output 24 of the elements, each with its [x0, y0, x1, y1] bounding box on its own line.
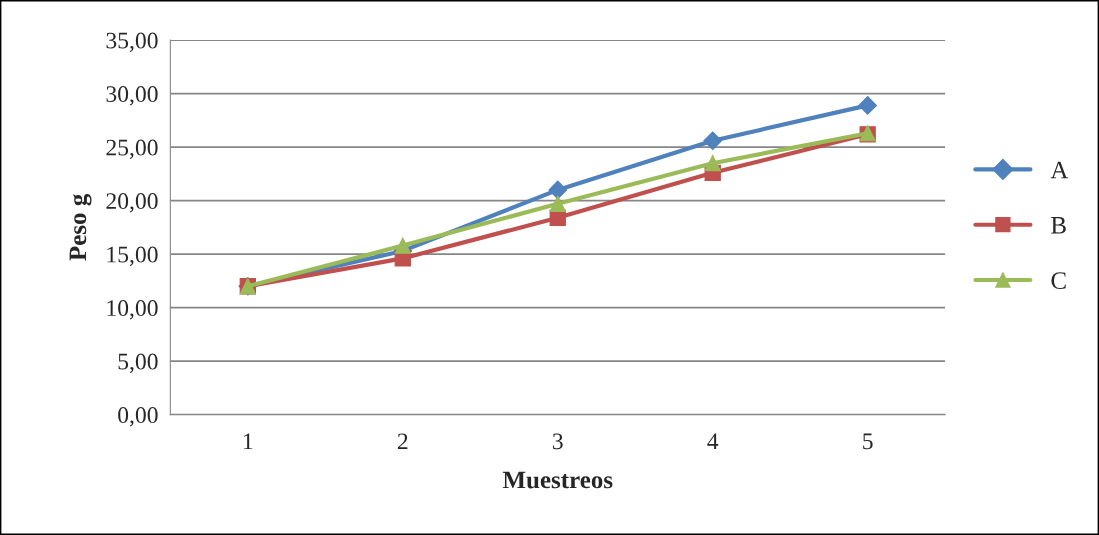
- y-tick-label: 30,00: [106, 86, 158, 106]
- y-tick-label: 25,00: [106, 139, 158, 159]
- legend-label: C: [1051, 272, 1066, 290]
- point: [704, 155, 721, 172]
- x-tick-label: 5: [863, 433, 873, 450]
- y-tick-label: 15,00: [107, 246, 158, 266]
- y-tick-label: 20,00: [106, 193, 158, 213]
- x-tick-label: 2: [397, 433, 408, 450]
- legend-label: A: [1050, 161, 1069, 179]
- x-tick-label: 4: [707, 433, 719, 450]
- x-tick-label: 3: [552, 433, 563, 450]
- y-axis-title: Peso g: [69, 193, 92, 261]
- point: [858, 96, 878, 115]
- legend-label: B: [1051, 217, 1066, 234]
- y-tick-label: 5,00: [118, 353, 158, 373]
- x-axis-title: Muestreos: [502, 471, 613, 489]
- point: [394, 237, 411, 254]
- y-tick-label: 35,00: [106, 32, 158, 52]
- y-tick-label: 0,00: [118, 407, 158, 427]
- point: [548, 180, 568, 200]
- y-tick-label: 10,00: [107, 300, 158, 320]
- x-tick-label: 1: [244, 433, 253, 450]
- point: [703, 131, 723, 151]
- point: [549, 195, 566, 212]
